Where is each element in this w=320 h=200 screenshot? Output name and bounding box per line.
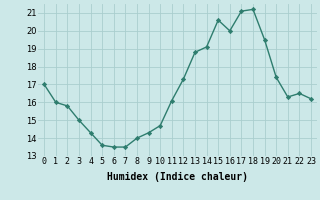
X-axis label: Humidex (Indice chaleur): Humidex (Indice chaleur) [107, 172, 248, 182]
